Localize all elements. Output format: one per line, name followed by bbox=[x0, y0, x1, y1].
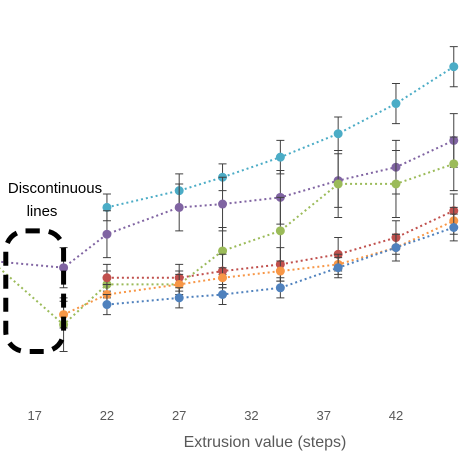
series-2-trendline bbox=[0, 162, 455, 326]
series-5-point-4 bbox=[333, 263, 343, 273]
x-axis-label: Extrusion value (steps) bbox=[184, 434, 347, 451]
series-4-point-3 bbox=[218, 273, 228, 283]
series-0-point-4 bbox=[333, 129, 343, 139]
series-5-point-1 bbox=[174, 293, 184, 303]
series-1-trendline bbox=[0, 139, 455, 269]
series-1-point-1 bbox=[59, 263, 69, 273]
x-tick-label-0: 17 bbox=[27, 408, 41, 423]
series-2-point-4 bbox=[218, 246, 228, 256]
x-tick-label-2: 27 bbox=[172, 408, 186, 423]
series-2-point-6 bbox=[333, 179, 343, 189]
discontinuous-highlight-box bbox=[3, 228, 67, 354]
annotation-line-2: lines bbox=[27, 203, 58, 220]
series-5-point-5 bbox=[391, 243, 401, 253]
series-0-point-6 bbox=[449, 62, 459, 72]
series-layer bbox=[0, 46, 459, 352]
series-5-point-2 bbox=[218, 290, 228, 299]
x-tick-label-3: 32 bbox=[244, 408, 258, 423]
series-0 bbox=[102, 46, 459, 222]
series-0-point-5 bbox=[391, 99, 401, 109]
series-5 bbox=[102, 213, 459, 316]
series-2-point-7 bbox=[391, 179, 401, 189]
series-2-point-8 bbox=[449, 159, 459, 169]
x-tick-label-5: 42 bbox=[389, 408, 403, 423]
series-2 bbox=[0, 136, 459, 352]
series-5-point-6 bbox=[449, 223, 459, 232]
series-1 bbox=[0, 113, 459, 289]
series-4-point-4 bbox=[275, 266, 285, 276]
annotation-line-1: Discontinuous bbox=[8, 180, 102, 197]
series-0-point-3 bbox=[275, 152, 285, 162]
series-1-point-4 bbox=[218, 199, 228, 209]
series-5-point-0 bbox=[102, 300, 112, 310]
series-3-point-0 bbox=[102, 273, 112, 283]
series-2-point-5 bbox=[275, 226, 285, 236]
x-tick-label-1: 22 bbox=[100, 408, 114, 423]
x-axis-ticks: 17 22 27 32 37 42 bbox=[27, 408, 403, 423]
series-1-point-3 bbox=[174, 202, 184, 212]
series-1-point-2 bbox=[102, 229, 112, 239]
series-5-point-3 bbox=[275, 283, 285, 293]
x-tick-label-4: 37 bbox=[316, 408, 330, 423]
series-4 bbox=[59, 206, 459, 329]
series-4-point-2 bbox=[174, 279, 184, 289]
series-0-point-0 bbox=[102, 202, 112, 212]
